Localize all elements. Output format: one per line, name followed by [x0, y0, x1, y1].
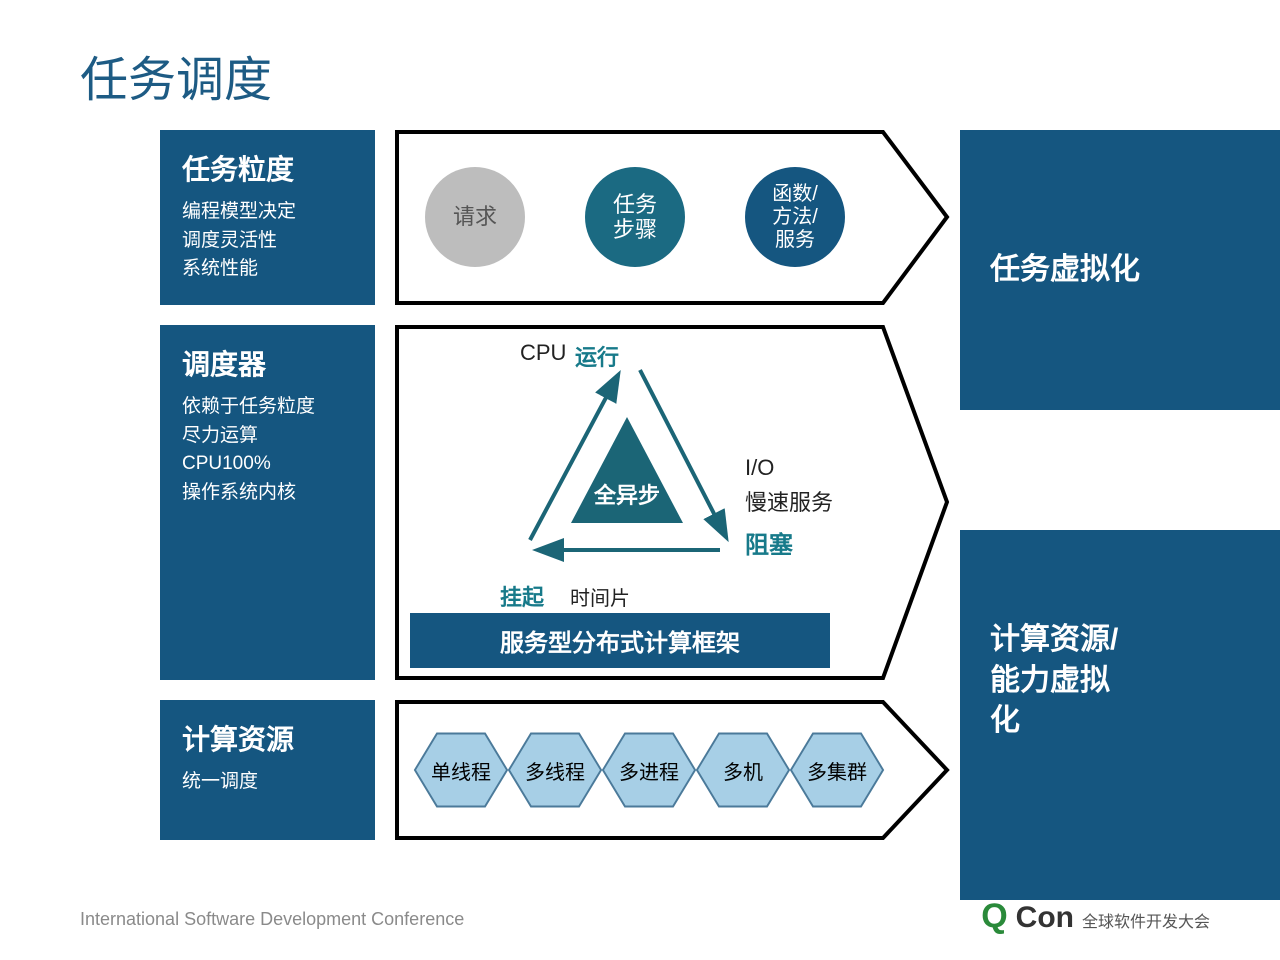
hex-label: 单线程 [431, 756, 491, 785]
hex-multi-thread: 多线程 [507, 731, 603, 809]
hex-multi-process: 多进程 [601, 731, 697, 809]
slow-service-label: 慢速服务 [745, 485, 833, 517]
timeslice-label: 时间片 [570, 582, 630, 611]
io-label: I/O [745, 455, 774, 481]
left-box-title: 任务粒度 [182, 148, 353, 188]
qcon-q: Q [981, 897, 1007, 936]
left-box-body: 依赖于任务粒度 尽力运算 CPU100% 操作系统内核 [182, 393, 353, 507]
cpu-label: CPU [520, 340, 566, 366]
hex-multi-machine: 多机 [695, 731, 791, 809]
page-title: 任务调度 [80, 40, 1280, 110]
left-box-resources: 计算资源 统一调度 [160, 700, 375, 840]
hex-label: 多机 [723, 756, 763, 785]
center-label: 全异步 [593, 483, 660, 508]
circle-function: 函数/ 方法/ 服务 [745, 167, 845, 267]
block-label: 阻塞 [745, 525, 793, 560]
hex-label: 多线程 [525, 756, 585, 785]
circle-request: 请求 [425, 167, 525, 267]
hex-single-thread: 单线程 [413, 731, 509, 809]
right-label-bottom: 计算资源/ 能力虚拟 化 [990, 620, 1118, 742]
left-box-granularity: 任务粒度 编程模型决定 调度灵活性 系统性能 [160, 130, 375, 305]
hex-label: 多集群 [807, 756, 867, 785]
hex-multi-cluster: 多集群 [789, 731, 885, 809]
footer-conference: International Software Development Confe… [80, 909, 464, 930]
diagram-content: 任务粒度 编程模型决定 调度灵活性 系统性能 调度器 依赖于任务粒度 尽力运算 … [0, 130, 1280, 900]
circle-task-step: 任务 步骤 [585, 167, 685, 267]
left-box-title: 调度器 [182, 343, 353, 383]
wave-divider [955, 410, 1280, 530]
circle-label: 函数/ 方法/ 服务 [772, 183, 818, 252]
left-box-title: 计算资源 [182, 718, 353, 758]
left-box-body: 统一调度 [182, 768, 353, 797]
hex-label: 多进程 [619, 756, 679, 785]
circle-label: 任务 步骤 [613, 192, 657, 243]
footer-brand: Q Con 全球软件开发大会 [981, 897, 1210, 936]
suspend-label: 挂起 [500, 580, 544, 612]
run-label: 运行 [575, 340, 619, 372]
left-box-scheduler: 调度器 依赖于任务粒度 尽力运算 CPU100% 操作系统内核 [160, 325, 375, 680]
qcon-subtitle: 全球软件开发大会 [1082, 908, 1210, 932]
left-box-body: 编程模型决定 调度灵活性 系统性能 [182, 198, 353, 284]
circle-label: 请求 [453, 204, 497, 229]
state-triangle: 全异步 [495, 355, 755, 605]
qcon-con: Con [1016, 901, 1074, 935]
framework-bar: 服务型分布式计算框架 [410, 613, 830, 668]
right-label-top: 任务虚拟化 [990, 250, 1140, 291]
right-block: 任务虚拟化 计算资源/ 能力虚拟 化 [960, 130, 1280, 900]
